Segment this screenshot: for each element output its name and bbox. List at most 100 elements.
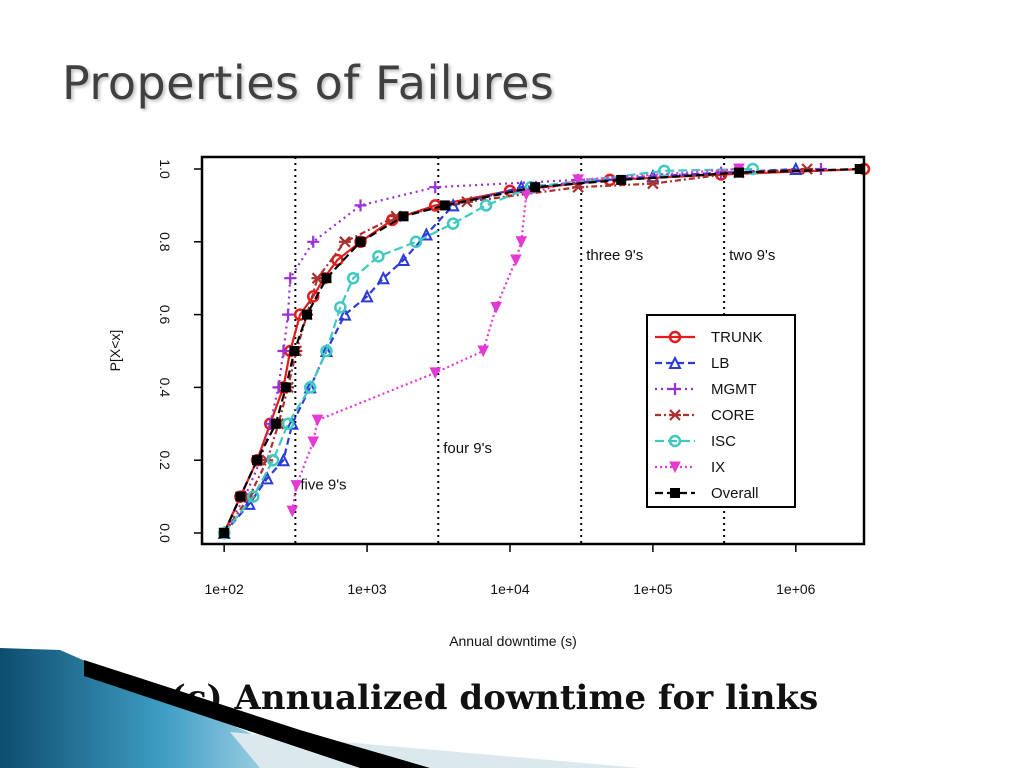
data-point-isc — [479, 199, 493, 212]
data-point-ix — [490, 301, 502, 314]
legend-item-overall: Overall — [655, 485, 759, 502]
data-point-overall — [280, 382, 291, 393]
figure-panel: five 9's four 9's three 9's two 9's 1e+02 1e… — [84, 140, 904, 732]
data-point-lb — [446, 198, 460, 212]
data-point-mgmt — [354, 199, 367, 212]
x-tick-label: 1e+02 — [204, 581, 244, 597]
data-point-isc — [247, 490, 260, 503]
series-line-isc — [223, 167, 753, 534]
legend-label: LB — [711, 355, 729, 372]
data-point-ix — [520, 188, 533, 201]
data-point-isc — [446, 217, 460, 230]
series-group — [217, 161, 871, 540]
data-point-isc — [346, 271, 360, 285]
data-point-isc — [334, 301, 347, 314]
legend-label: Overall — [711, 485, 759, 502]
series-line-mgmt — [223, 167, 822, 534]
data-point-overall — [733, 167, 744, 178]
decor-light-band — [230, 732, 640, 768]
data-point-ix — [515, 236, 528, 248]
data-point-lb — [285, 416, 299, 430]
legend-marker-ix — [669, 461, 681, 474]
reference-line-label: five 9's — [300, 476, 346, 493]
data-point-mgmt — [282, 308, 295, 321]
data-point-trunk — [306, 290, 320, 303]
legend-label: TRUNK — [711, 329, 763, 346]
data-point-mgmt — [307, 235, 320, 248]
data-point-isc — [303, 381, 317, 394]
data-point-overall — [235, 491, 246, 502]
data-point-ix — [290, 480, 303, 492]
reference-line-label: two 9's — [729, 247, 775, 264]
x-tick-label: 1e+06 — [776, 581, 816, 597]
data-point-lb — [396, 252, 411, 266]
legend-marker-trunk — [668, 330, 682, 344]
y-tick-label: 1.0 — [157, 159, 173, 179]
reference-line-label: three 9's — [586, 247, 643, 264]
y-tick-label: 0.2 — [157, 450, 173, 470]
legend-label: IX — [711, 459, 725, 476]
data-point-overall — [289, 346, 300, 356]
x-tick-label: 1e+03 — [347, 581, 387, 597]
data-point-core — [338, 236, 351, 248]
data-point-overall — [398, 211, 409, 222]
data-point-mgmt — [284, 272, 297, 285]
legend-marker-overall — [670, 488, 680, 498]
data-point-overall — [301, 309, 312, 320]
legend-marker-core — [669, 409, 681, 421]
legend-item-trunk: TRUNK — [655, 329, 763, 346]
legend-label: ISC — [711, 433, 736, 450]
data-point-isc — [266, 453, 280, 467]
legend-label: MGMT — [711, 381, 757, 398]
data-point-overall — [854, 164, 865, 174]
legend: TRUNK LB MGMT CORE ISC IX Overall — [646, 314, 796, 508]
data-point-overall — [321, 273, 332, 284]
legend-item-core: CORE — [655, 407, 754, 424]
data-point-ix — [286, 505, 299, 518]
series-line-overall — [223, 167, 860, 534]
data-point-mgmt — [814, 163, 827, 175]
data-point-isc — [746, 162, 760, 176]
data-point-ix — [429, 367, 442, 379]
plot-frame — [200, 155, 866, 546]
series-overall — [219, 164, 865, 538]
data-point-lb — [338, 307, 352, 321]
data-point-overall — [252, 455, 263, 466]
legend-marker-lb — [668, 355, 682, 369]
data-point-isc — [657, 164, 671, 178]
y-tick-label: 0.0 — [157, 523, 173, 543]
data-point-lb — [419, 227, 433, 241]
legend-item-mgmt: MGMT — [655, 381, 757, 398]
data-point-ix — [572, 174, 584, 187]
data-point-lb — [360, 289, 374, 303]
data-point-overall — [355, 236, 366, 247]
data-point-lb — [514, 179, 528, 194]
data-point-overall — [270, 418, 281, 429]
axes: 1e+02 1e+03 1e+04 1e+05 1e+06 0.0 0.2 0.4 0.6 0.8… — [107, 159, 816, 649]
x-tick-label: 1e+04 — [490, 581, 530, 597]
data-point-isc — [372, 250, 385, 263]
data-point-lb — [242, 496, 256, 510]
legend-item-ix: IX — [655, 459, 725, 476]
data-point-overall — [439, 200, 450, 211]
data-point-mgmt — [429, 181, 442, 194]
data-point-mgmt — [277, 345, 290, 357]
slide-title: Properties of Failures — [62, 56, 555, 110]
legend-marker-isc — [668, 434, 682, 448]
data-point-overall — [616, 174, 627, 185]
data-point-overall — [530, 182, 541, 193]
data-point-isc — [320, 344, 333, 358]
data-point-lb — [376, 270, 390, 285]
y-tick-label: 0.8 — [157, 232, 173, 252]
legend-item-isc: ISC — [655, 433, 736, 450]
y-tick-label: 0.6 — [157, 305, 173, 325]
figure-caption: (c) Annualized downtime for links — [169, 678, 819, 718]
data-point-core — [646, 177, 659, 190]
x-axis-label: Annual downtime (s) — [449, 633, 577, 649]
data-point-ix — [311, 414, 324, 427]
data-point-lb — [260, 471, 274, 485]
data-point-ix — [307, 436, 320, 449]
data-point-lb — [276, 452, 291, 467]
y-axis-label: P[X<x] — [107, 330, 123, 372]
